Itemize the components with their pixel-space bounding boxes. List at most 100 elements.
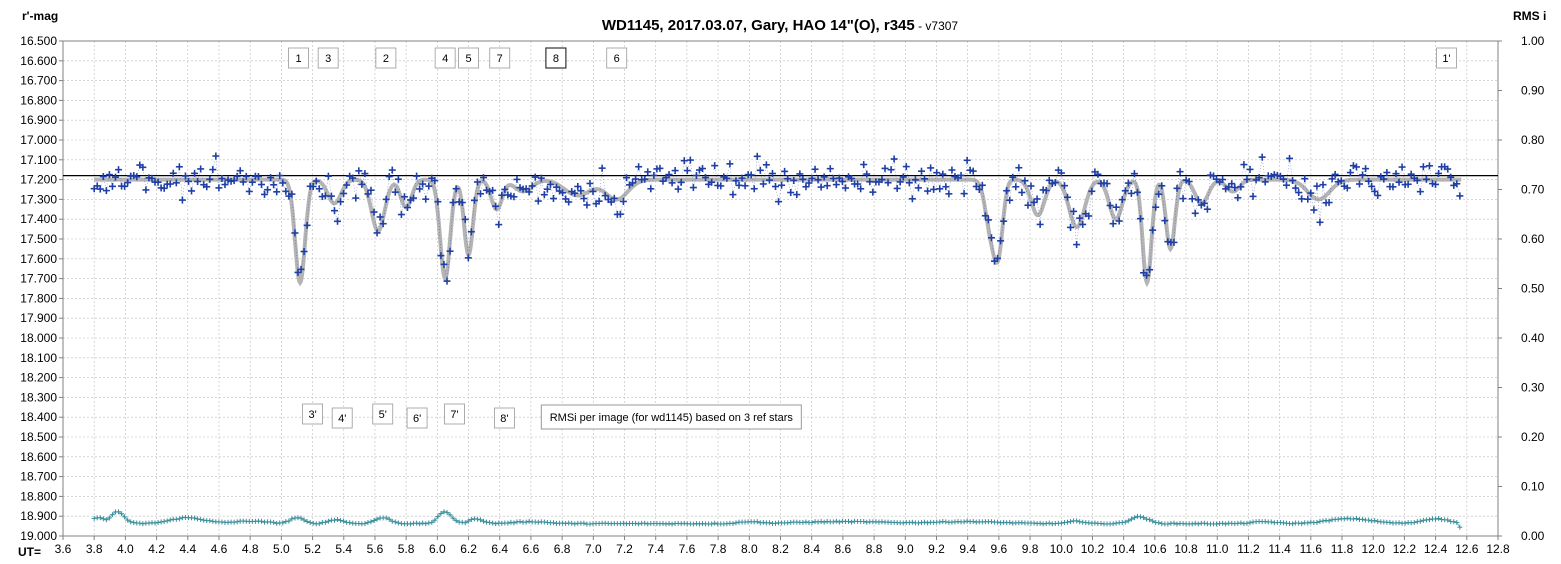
x-tick-label: 6.6 [523,542,540,556]
x-tick-label: 8.6 [835,542,852,556]
x-tick-label: 10.0 [1050,542,1074,556]
data-point [1027,182,1035,190]
rms-point [435,514,441,520]
data-point [282,187,290,195]
dip-marker-upper: 5 [458,47,479,69]
y-left-tick-label: 17.600 [20,252,57,266]
rms-point [1131,515,1137,521]
data-point [1179,195,1187,203]
dip-marker-lower: 8' [494,407,515,429]
data-point [1453,180,1461,188]
rms-point [508,519,514,525]
data-point [1106,202,1114,210]
data-point [1346,169,1354,177]
data-point [750,185,758,193]
rms-point [970,518,976,524]
data-point [1109,220,1117,228]
y-axis-left-label: r'-mag [22,9,58,23]
dip-marker-frame [317,47,339,69]
rms-point [459,519,465,525]
dip-marker-upper: 3 [317,47,339,69]
data-point [656,164,664,172]
data-point [391,188,399,196]
data-point [1064,193,1071,201]
data-point [921,175,929,183]
data-point [276,172,284,180]
data-point [385,173,393,181]
data-point [914,184,922,192]
data-point [635,163,643,171]
data-point [945,190,953,198]
rms-point [389,518,395,524]
data-point [498,191,506,199]
rms-point [766,520,772,526]
rms-point [712,520,718,526]
data-point [1407,170,1415,178]
data-point [699,165,707,173]
rms-note-text: RMSi per image (for wd1145) based on 3 r… [550,412,794,424]
data-point [753,152,761,160]
dip-marker-label: 7 [497,53,503,65]
rms-point [137,520,143,526]
dip-markers-lower: 3' 4' 5' 6' 7' 8' [302,403,515,429]
dip-marker-upper: 6 [606,47,628,69]
chart-title-version: - v7307 [915,19,959,33]
x-tick-label: 12.0 [1362,542,1386,556]
data-connector [94,155,1461,282]
rms-point [386,516,392,522]
rms-point [234,519,240,525]
data-point [927,164,935,172]
data-point [841,184,849,192]
data-point [1389,183,1397,191]
data-point [805,179,813,187]
data-point [1085,212,1093,220]
data-point [668,179,676,187]
rms-point [304,519,310,525]
data-point [416,185,424,193]
rms-point [900,520,906,526]
x-tick-label: 6.0 [429,542,446,556]
data-point [410,194,418,202]
rms-point [490,520,496,526]
data-point [1413,176,1421,184]
data-point [1036,220,1044,228]
data-point [431,177,439,185]
data-point [115,166,123,174]
data-point [723,174,731,182]
data-point [1416,188,1424,196]
data-point [616,210,624,218]
y-left-tick-label: 18.400 [20,410,57,424]
data-point [1395,178,1403,186]
data-point [1456,192,1464,200]
rms-point [487,520,493,526]
data-point [997,237,1005,245]
data-point [1325,199,1333,207]
data-point [1249,192,1257,200]
data-point [382,195,390,203]
rms-point [1247,520,1253,526]
rms-point [429,519,435,525]
y-left-tick-label: 16.800 [20,93,57,107]
data-point [111,173,119,181]
rms-point [176,516,182,522]
dip-marker-upper: 2 [375,47,397,69]
data-point [1328,175,1336,183]
data-point [677,178,685,186]
dip-marker-upper: 1' [1436,47,1457,69]
dip-marker-label: 2 [383,53,389,65]
data-point [1307,189,1315,197]
rms-point [1068,519,1074,525]
data-point [1295,189,1303,197]
rms-point [109,512,115,518]
x-tick-label: 4.0 [117,542,134,556]
x-axis-label: UT= [18,545,41,559]
y-right-tick-label: 0.20 [1521,430,1545,444]
data-point [96,185,104,193]
x-tick-label: 9.8 [1022,542,1039,556]
rms-point [140,521,146,527]
data-point [528,182,536,190]
rms-point [1037,520,1043,526]
rms-point [322,519,328,525]
data-point [1374,191,1382,199]
rms-connector [94,511,1461,528]
